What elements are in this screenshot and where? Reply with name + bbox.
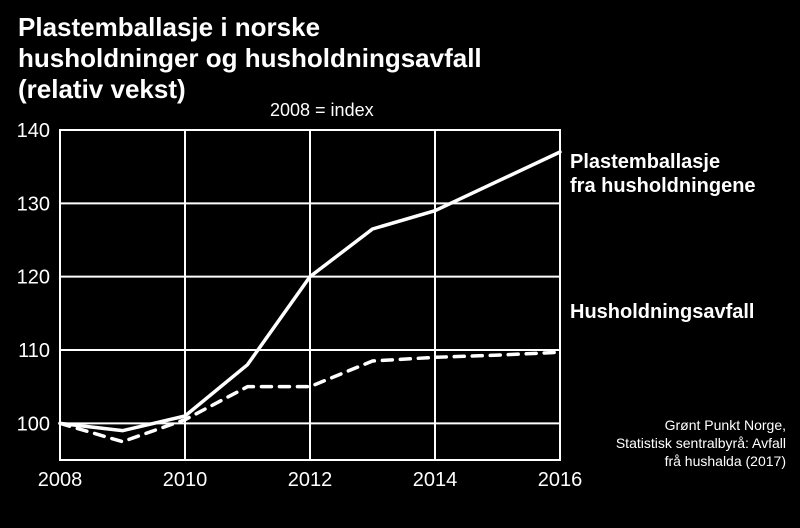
x-tick-label: 2010 (163, 469, 208, 491)
chart-container: Plastemballasje i norske husholdninger o… (0, 0, 800, 528)
series-label-plastemballasje: fra husholdningene (570, 175, 756, 197)
x-tick-label: 2008 (38, 469, 83, 491)
source-line: Grønt Punkt Norge, (665, 417, 786, 433)
x-tick-label: 2014 (413, 469, 458, 491)
x-tick-label: 2012 (288, 469, 333, 491)
y-tick-label: 110 (18, 340, 50, 362)
x-tick-label: 2016 (538, 469, 583, 491)
y-tick-label: 130 (17, 193, 50, 215)
y-tick-label: 100 (17, 413, 50, 435)
series-label-plastemballasje: Plastemballasje (570, 151, 720, 173)
series-label-husholdningsavfall: Husholdningsavfall (570, 301, 754, 323)
chart-svg: 10011012013014020082010201220142016Plast… (0, 0, 800, 528)
source-line: Statistisk sentralbyrå: Avfall (616, 435, 786, 451)
source-line: frå hushalda (2017) (665, 453, 786, 469)
y-tick-label: 140 (17, 120, 50, 142)
y-tick-label: 120 (17, 267, 50, 289)
